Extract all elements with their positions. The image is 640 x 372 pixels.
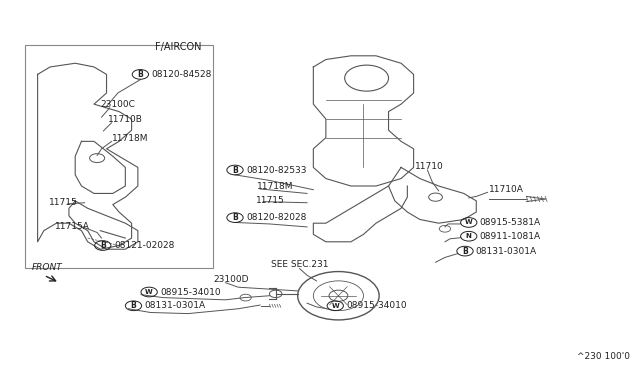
Text: 08120-84528: 08120-84528 [152, 70, 212, 79]
Text: 11710A: 11710A [489, 185, 524, 194]
Text: ^230 100'0: ^230 100'0 [577, 352, 630, 361]
Text: 11715: 11715 [256, 196, 284, 205]
Text: 08131-0301A: 08131-0301A [476, 247, 537, 256]
Text: W: W [465, 219, 472, 225]
Text: W: W [145, 289, 153, 295]
Text: F/AIRCON: F/AIRCON [156, 42, 202, 52]
Text: B: B [462, 247, 468, 256]
Text: 08915-5381A: 08915-5381A [479, 218, 541, 227]
Text: B: B [100, 241, 106, 250]
Text: 11710B: 11710B [108, 115, 143, 124]
Text: 11715A: 11715A [55, 222, 90, 231]
Text: 08911-1081A: 08911-1081A [479, 232, 541, 241]
Text: B: B [232, 213, 238, 222]
Text: 08120-82028: 08120-82028 [246, 213, 307, 222]
Text: FRONT: FRONT [31, 263, 62, 272]
Text: B: B [138, 70, 143, 79]
Text: B: B [232, 166, 238, 174]
FancyBboxPatch shape [25, 45, 213, 268]
Text: 23100C: 23100C [100, 100, 135, 109]
Text: 08915-34010: 08915-34010 [161, 288, 221, 296]
Text: 11718M: 11718M [111, 134, 148, 143]
Text: 11715: 11715 [49, 198, 77, 207]
Text: 11718M: 11718M [257, 182, 293, 191]
Text: 08131-0301A: 08131-0301A [144, 301, 205, 310]
Text: B: B [131, 301, 136, 310]
Text: 08915-34010: 08915-34010 [346, 301, 407, 310]
Text: W: W [332, 303, 339, 309]
Text: 08120-82533: 08120-82533 [246, 166, 307, 174]
Text: 23100D: 23100D [213, 275, 248, 283]
Text: 11710: 11710 [415, 162, 444, 171]
Text: 08121-02028: 08121-02028 [114, 241, 175, 250]
Text: N: N [466, 233, 472, 239]
Text: SEE SEC.231: SEE SEC.231 [271, 260, 328, 269]
